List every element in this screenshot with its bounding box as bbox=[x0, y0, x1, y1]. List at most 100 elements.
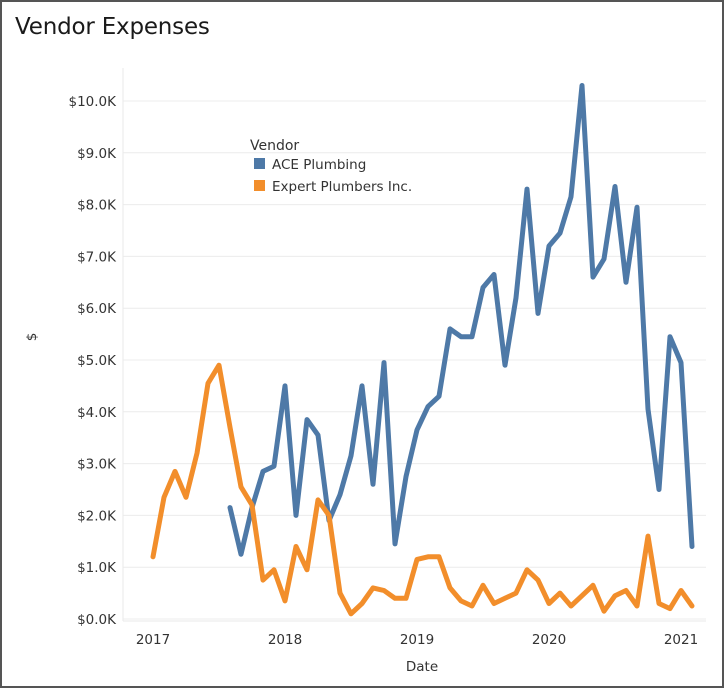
data-point-ace-plumbing[interactable] bbox=[283, 383, 288, 388]
data-point-expert-plumbers-inc[interactable] bbox=[261, 578, 266, 583]
data-point-ace-plumbing[interactable] bbox=[514, 295, 519, 300]
data-point-expert-plumbers-inc[interactable] bbox=[305, 567, 310, 572]
data-point-ace-plumbing[interactable] bbox=[272, 464, 277, 469]
data-point-ace-plumbing[interactable] bbox=[371, 482, 376, 487]
data-point-ace-plumbing[interactable] bbox=[635, 205, 640, 210]
data-point-expert-plumbers-inc[interactable] bbox=[646, 534, 651, 539]
series-line-expert-plumbers-inc[interactable] bbox=[150, 362, 695, 617]
data-point-ace-plumbing[interactable] bbox=[690, 544, 695, 549]
data-point-ace-plumbing[interactable] bbox=[547, 244, 552, 249]
data-point-ace-plumbing[interactable] bbox=[426, 404, 431, 409]
data-point-expert-plumbers-inc[interactable] bbox=[382, 588, 387, 593]
data-point-ace-plumbing[interactable] bbox=[360, 383, 365, 388]
data-point-ace-plumbing[interactable] bbox=[558, 231, 563, 236]
data-point-expert-plumbers-inc[interactable] bbox=[283, 598, 288, 603]
data-point-ace-plumbing[interactable] bbox=[261, 469, 266, 474]
data-point-ace-plumbing[interactable] bbox=[437, 394, 442, 399]
data-point-expert-plumbers-inc[interactable] bbox=[327, 513, 332, 518]
data-point-expert-plumbers-inc[interactable] bbox=[371, 585, 376, 590]
data-point-ace-plumbing[interactable] bbox=[668, 334, 673, 339]
data-point-ace-plumbing[interactable] bbox=[536, 311, 541, 316]
data-point-ace-plumbing[interactable] bbox=[393, 541, 398, 546]
data-point-ace-plumbing[interactable] bbox=[481, 285, 486, 290]
data-point-ace-plumbing[interactable] bbox=[492, 272, 497, 277]
data-point-expert-plumbers-inc[interactable] bbox=[459, 598, 464, 603]
data-point-ace-plumbing[interactable] bbox=[503, 363, 508, 368]
data-point-expert-plumbers-inc[interactable] bbox=[294, 544, 299, 549]
data-point-ace-plumbing[interactable] bbox=[404, 474, 409, 479]
data-point-ace-plumbing[interactable] bbox=[338, 492, 343, 497]
legend-swatch-ace-plumbing[interactable] bbox=[254, 158, 265, 169]
data-point-ace-plumbing[interactable] bbox=[624, 280, 629, 285]
data-point-expert-plumbers-inc[interactable] bbox=[679, 588, 684, 593]
data-point-expert-plumbers-inc[interactable] bbox=[250, 503, 255, 508]
data-point-expert-plumbers-inc[interactable] bbox=[206, 381, 211, 386]
data-point-ace-plumbing[interactable] bbox=[613, 184, 618, 189]
series-line-ace-plumbing[interactable] bbox=[227, 83, 695, 557]
data-point-expert-plumbers-inc[interactable] bbox=[437, 554, 442, 559]
legend-label-ace-plumbing[interactable]: ACE Plumbing bbox=[272, 157, 366, 173]
data-point-expert-plumbers-inc[interactable] bbox=[492, 601, 497, 606]
series-lines bbox=[150, 83, 695, 617]
data-point-ace-plumbing[interactable] bbox=[569, 194, 574, 199]
data-point-expert-plumbers-inc[interactable] bbox=[569, 604, 574, 609]
data-point-expert-plumbers-inc[interactable] bbox=[173, 469, 178, 474]
data-point-expert-plumbers-inc[interactable] bbox=[536, 578, 541, 583]
data-point-expert-plumbers-inc[interactable] bbox=[602, 609, 607, 614]
data-point-ace-plumbing[interactable] bbox=[349, 453, 354, 458]
data-point-expert-plumbers-inc[interactable] bbox=[503, 596, 508, 601]
data-point-ace-plumbing[interactable] bbox=[646, 407, 651, 412]
data-point-expert-plumbers-inc[interactable] bbox=[360, 601, 365, 606]
data-point-expert-plumbers-inc[interactable] bbox=[514, 591, 519, 596]
data-point-expert-plumbers-inc[interactable] bbox=[184, 495, 189, 500]
data-point-expert-plumbers-inc[interactable] bbox=[415, 557, 420, 562]
data-point-expert-plumbers-inc[interactable] bbox=[470, 604, 475, 609]
data-point-ace-plumbing[interactable] bbox=[602, 256, 607, 261]
data-point-expert-plumbers-inc[interactable] bbox=[316, 497, 321, 502]
data-point-ace-plumbing[interactable] bbox=[228, 505, 233, 510]
data-point-ace-plumbing[interactable] bbox=[415, 427, 420, 432]
data-point-ace-plumbing[interactable] bbox=[448, 326, 453, 331]
data-point-ace-plumbing[interactable] bbox=[305, 417, 310, 422]
data-point-expert-plumbers-inc[interactable] bbox=[393, 596, 398, 601]
data-point-ace-plumbing[interactable] bbox=[294, 513, 299, 518]
data-point-expert-plumbers-inc[interactable] bbox=[151, 554, 156, 559]
data-point-expert-plumbers-inc[interactable] bbox=[657, 601, 662, 606]
data-point-expert-plumbers-inc[interactable] bbox=[613, 593, 618, 598]
legend-swatch-expert-plumbers[interactable] bbox=[254, 180, 265, 191]
data-point-expert-plumbers-inc[interactable] bbox=[162, 495, 167, 500]
data-point-expert-plumbers-inc[interactable] bbox=[349, 611, 354, 616]
data-point-expert-plumbers-inc[interactable] bbox=[668, 606, 673, 611]
chart-title: Vendor Expenses bbox=[15, 14, 210, 40]
data-point-expert-plumbers-inc[interactable] bbox=[239, 484, 244, 489]
data-point-ace-plumbing[interactable] bbox=[239, 552, 244, 557]
data-point-expert-plumbers-inc[interactable] bbox=[404, 596, 409, 601]
data-point-expert-plumbers-inc[interactable] bbox=[591, 583, 596, 588]
data-point-ace-plumbing[interactable] bbox=[525, 187, 530, 192]
data-point-ace-plumbing[interactable] bbox=[316, 433, 321, 438]
data-point-expert-plumbers-inc[interactable] bbox=[272, 567, 277, 572]
data-point-expert-plumbers-inc[interactable] bbox=[195, 451, 200, 456]
data-point-expert-plumbers-inc[interactable] bbox=[228, 425, 233, 430]
legend-label-expert-plumbers[interactable]: Expert Plumbers Inc. bbox=[272, 179, 412, 195]
data-point-expert-plumbers-inc[interactable] bbox=[547, 601, 552, 606]
data-point-ace-plumbing[interactable] bbox=[382, 360, 387, 365]
data-point-expert-plumbers-inc[interactable] bbox=[426, 554, 431, 559]
data-point-expert-plumbers-inc[interactable] bbox=[635, 604, 640, 609]
data-point-ace-plumbing[interactable] bbox=[470, 334, 475, 339]
data-point-expert-plumbers-inc[interactable] bbox=[338, 591, 343, 596]
data-point-ace-plumbing[interactable] bbox=[679, 360, 684, 365]
data-point-ace-plumbing[interactable] bbox=[459, 334, 464, 339]
data-point-expert-plumbers-inc[interactable] bbox=[481, 583, 486, 588]
data-point-ace-plumbing[interactable] bbox=[657, 487, 662, 492]
data-point-expert-plumbers-inc[interactable] bbox=[580, 593, 585, 598]
data-point-expert-plumbers-inc[interactable] bbox=[624, 588, 629, 593]
data-point-expert-plumbers-inc[interactable] bbox=[525, 567, 530, 572]
data-point-expert-plumbers-inc[interactable] bbox=[217, 363, 222, 368]
data-point-expert-plumbers-inc[interactable] bbox=[448, 585, 453, 590]
data-point-expert-plumbers-inc[interactable] bbox=[690, 604, 695, 609]
data-point-ace-plumbing[interactable] bbox=[580, 83, 585, 88]
data-point-ace-plumbing[interactable] bbox=[591, 275, 596, 280]
data-point-expert-plumbers-inc[interactable] bbox=[558, 591, 563, 596]
